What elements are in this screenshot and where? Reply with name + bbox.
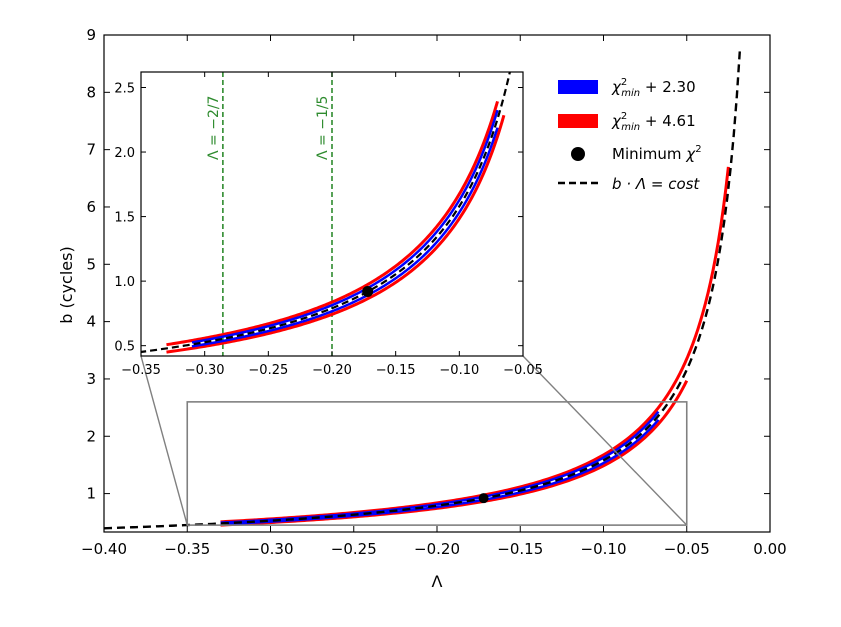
inset-y-tick-label: 1.0 (114, 275, 135, 290)
y-tick-label: 3 (86, 370, 96, 388)
inset-x-tick-label: −0.20 (312, 363, 352, 378)
y-tick-label: 2 (86, 427, 96, 445)
inset-blue-contour-upper (191, 109, 499, 344)
inset-cost-dashed-line (141, 72, 512, 354)
inset-x-tick-label: −0.10 (439, 363, 479, 378)
inset-y-tick-label: 2.5 (114, 81, 135, 96)
legend: χ2 min + 2.30 χ2 min + 4.61 Minimum χ2 b ·… (558, 77, 702, 193)
minimum-point (478, 493, 489, 504)
inset-x-tick-label: −0.30 (185, 363, 225, 378)
y-tick-label: 6 (86, 198, 96, 216)
zoom-connector-left (140, 355, 188, 526)
inset-blue-contour-lower (191, 127, 499, 348)
inset-y-tick-label: 0.5 (114, 340, 135, 355)
x-tick-label: −0.15 (497, 540, 543, 558)
vline-label-minus-two-sevenths: Λ = −2/7 (206, 96, 222, 160)
y-tick-label: 8 (86, 83, 96, 101)
x-tick-label: −0.20 (414, 540, 460, 558)
zoom-connector-right (522, 355, 688, 526)
x-tick-label: −0.05 (664, 540, 710, 558)
vline-label-minus-one-fifth: Λ = −1/5 (315, 96, 331, 160)
inset-y-tick-label: 1.5 (114, 211, 135, 226)
inset-x-tick-label: −0.15 (376, 363, 416, 378)
main-axes: −0.40 −0.35 −0.30 −0.25 −0.20 −0.15 −0.10 −0.05… (81, 26, 787, 558)
inset-x-tick-label: −0.25 (248, 363, 288, 378)
x-tick-label: −0.30 (248, 540, 294, 558)
x-axis-label: Λ (432, 572, 443, 591)
x-tick-label: 0.00 (753, 540, 786, 558)
x-tick-label: −0.10 (581, 540, 627, 558)
legend-patch-chi2-461 (558, 114, 598, 128)
y-tick-label: 7 (86, 141, 96, 159)
cost-dashed-line (104, 47, 742, 530)
legend-label-cost: b · Λ = cost (612, 175, 700, 193)
y-axis-label: b (cycles) (57, 246, 76, 323)
x-tick-label: −0.25 (331, 540, 377, 558)
inset-minimum-point (362, 285, 374, 297)
legend-marker-minimum (571, 147, 585, 161)
y-tick-label: 4 (86, 313, 96, 331)
x-tick-label: −0.40 (81, 540, 127, 558)
inset-x-tick-label: −0.35 (121, 363, 161, 378)
inset-red-contour-lower (166, 114, 506, 354)
y-tick-label: 1 (86, 485, 96, 503)
x-tick-label: −0.35 (164, 540, 210, 558)
legend-label-chi2-230: χ2 min + 2.30 (611, 77, 696, 99)
inset-y-tick-label: 2.0 (114, 146, 135, 161)
inset-axes: Λ = −2/7 Λ = −1/5 −0.35 −0.30 −0.25 −0.20 −0.1… (114, 71, 688, 526)
legend-label-minimum: Minimum χ2 (612, 144, 702, 163)
inset-red-contour-upper (166, 100, 499, 347)
y-tick-label: 5 (86, 255, 96, 273)
legend-label-chi2-461: χ2 min + 4.61 (611, 111, 696, 133)
legend-patch-chi2-230 (558, 80, 598, 94)
inset-plot-area: Λ = −2/7 Λ = −1/5 (141, 72, 512, 356)
zoom-box (186, 401, 688, 526)
y-tick-label: 9 (86, 26, 96, 44)
main-plot-area (104, 47, 742, 530)
inset-x-tick-label: −0.05 (503, 363, 543, 378)
